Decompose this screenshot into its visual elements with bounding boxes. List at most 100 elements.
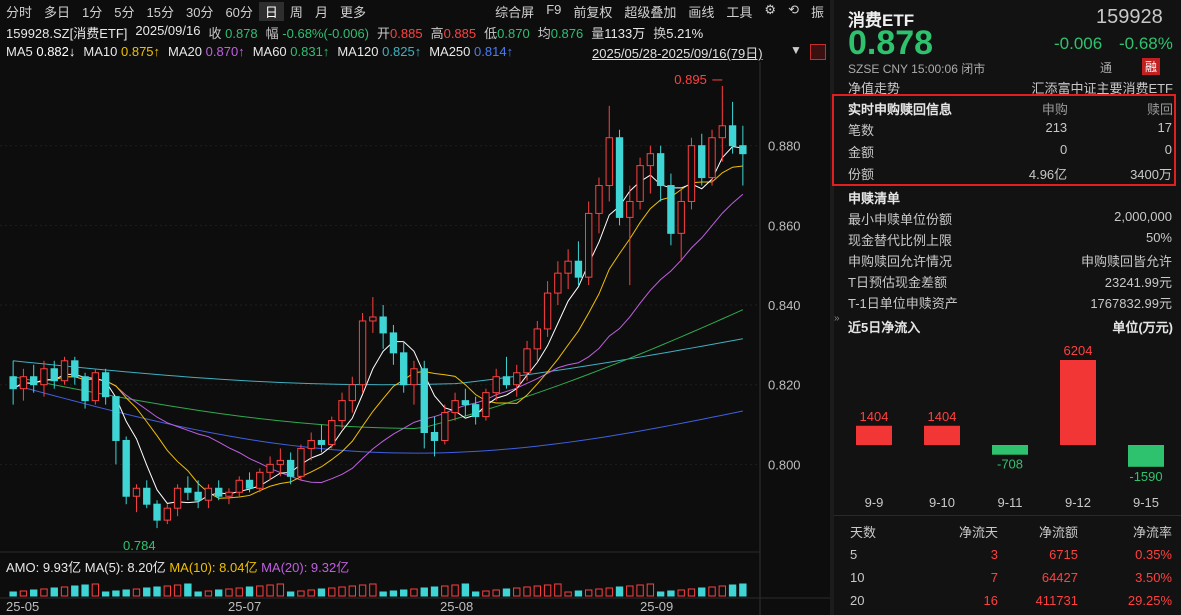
volume-bar (307, 589, 315, 597)
volume-bar (636, 584, 644, 597)
period-5[interactable]: 30分 (185, 4, 214, 20)
toolbar-item-1[interactable]: F9 (546, 1, 562, 17)
flow-bar-label: -708 (997, 457, 1023, 472)
period-1[interactable]: 多日 (44, 4, 71, 20)
volume-bar (430, 586, 439, 597)
flow-bar-label: -1590 (1129, 469, 1162, 484)
period-4[interactable]: 15分 (146, 4, 174, 20)
flow-date-label: 9-9 (865, 495, 884, 510)
volume-bar (451, 584, 459, 597)
period-10[interactable]: 更多 (339, 4, 366, 20)
candle-body (656, 153, 665, 187)
candle-body (554, 272, 562, 294)
gear-icon[interactable]: ⚙ (764, 1, 777, 17)
flow-unit: 单位(万元) (1112, 320, 1173, 335)
volume-bar (698, 587, 706, 597)
period-9[interactable]: 月 (314, 4, 328, 20)
y-tick-label: 0.860 (768, 218, 801, 233)
candle-body (122, 439, 130, 497)
flow-bar-label: 6204 (1064, 343, 1093, 358)
volume-bar (615, 586, 624, 597)
flow-title: 近5日净流入 (848, 320, 921, 335)
toolbar-item-5[interactable]: 工具 (726, 4, 753, 20)
candlestick-chart[interactable]: 0.880 0.860 0.840 0.820 0.800 0.895 0.784 25-05… (0, 62, 830, 615)
candle-body (615, 137, 624, 218)
volume-bar (101, 591, 110, 597)
currency: CNY (882, 62, 908, 76)
date-range-selector[interactable]: 2025/05/28-2025/09/16(79日) (592, 46, 763, 61)
candle-body (410, 368, 418, 386)
volume-bar (656, 591, 665, 597)
volume-bar (276, 583, 285, 597)
y-tick-label: 0.840 (768, 298, 801, 313)
tong-badge: 通 (1100, 61, 1113, 75)
period-0[interactable]: 分时 (6, 4, 33, 20)
quote-time: 15:00:06 (911, 62, 958, 76)
volume-bar (235, 587, 243, 597)
table-cell: 29.25% (1127, 593, 1172, 608)
volume-bar (194, 591, 202, 597)
period-toolbar: 分时 多日 1分 5分 15分 30分 60分日周月更多 综合屏 F9 前复权 超级叠加 画线 工具 ⚙ ⟲… (0, 0, 830, 22)
market: SZSE (848, 62, 880, 76)
volume-bar (492, 589, 500, 597)
nav-trend-link[interactable]: 净值走势 (848, 81, 901, 96)
volume-bar (605, 587, 613, 597)
flow-header: 近5日净流入 单位(万元) (848, 317, 1173, 336)
candle-body (595, 185, 603, 214)
flow-bar-label: 1404 (928, 409, 957, 424)
avg-label: 均 (537, 26, 551, 41)
low-value: 0.870 (497, 26, 530, 41)
vol-ma10: MA(10): 8.04亿 (169, 560, 258, 575)
collapse-icon[interactable]: » (834, 313, 840, 324)
candle-body (225, 491, 233, 497)
candle-body (194, 491, 202, 501)
vol-ma20: MA(20): 9.32亿 (261, 560, 350, 575)
period-8[interactable]: 周 (289, 4, 303, 20)
refresh-icon[interactable]: ⟲ (788, 1, 799, 17)
toolbar-item-0[interactable]: 综合屏 (495, 4, 535, 20)
period-6[interactable]: 60分 (225, 4, 253, 20)
toolbar-item-3[interactable]: 超级叠加 (624, 4, 677, 20)
ma120-line (13, 338, 743, 386)
volume-bar (554, 583, 562, 597)
quote-date: 2025/09/16 (135, 23, 201, 38)
candle-body (369, 316, 377, 322)
period-3[interactable]: 5分 (114, 4, 135, 20)
candle-body (256, 471, 264, 489)
candle-body (276, 459, 285, 465)
lock-icon[interactable] (810, 44, 826, 60)
volume-bar (502, 588, 511, 597)
nav-row[interactable]: 净值走势 汇添富中证主要消费ETF (848, 78, 1173, 97)
ma5-label: MA5 (6, 44, 33, 59)
ma60-line (13, 309, 744, 429)
candle-body (297, 447, 305, 477)
period-7[interactable]: 日 (258, 1, 284, 21)
panel-divider[interactable] (830, 0, 834, 615)
high-value: 0.885 (443, 26, 477, 41)
list-row-value: 申购赎回皆允许 (1080, 254, 1172, 269)
list-row-value: 23241.99元 (1104, 275, 1172, 290)
toolbar-item-2[interactable]: 前复权 (573, 4, 613, 20)
volume-bar (71, 585, 79, 597)
candle-body (50, 368, 58, 382)
volume-bar (574, 590, 583, 597)
table-cell: 16 (983, 593, 998, 608)
candle-body (585, 212, 593, 278)
amplitude-toggle[interactable]: 振 (810, 4, 824, 20)
table-cell: 3 (990, 547, 998, 562)
toolbar-item-4[interactable]: 画线 (688, 4, 715, 20)
list-row-value: 1767832.99元 (1090, 296, 1172, 311)
etf-name: 消费ETF (848, 11, 915, 30)
ma250-label: MA250 (429, 44, 471, 59)
period-2[interactable]: 1分 (82, 4, 103, 20)
volume-bar (646, 583, 655, 597)
candle-body (9, 376, 17, 390)
table-row: 20 16 411731 29.25% (850, 589, 1172, 612)
table-header: 天数 净流天 净流额 净流率 (850, 520, 1172, 543)
high-label: 高 (430, 26, 444, 41)
dropdown-triangle-icon[interactable]: ▼ (790, 43, 802, 57)
candle-body (400, 352, 408, 386)
list-row-value: 2,000,000 (1114, 209, 1172, 224)
volume-bar (595, 588, 603, 597)
max-price-label: 0.895 (674, 72, 707, 87)
